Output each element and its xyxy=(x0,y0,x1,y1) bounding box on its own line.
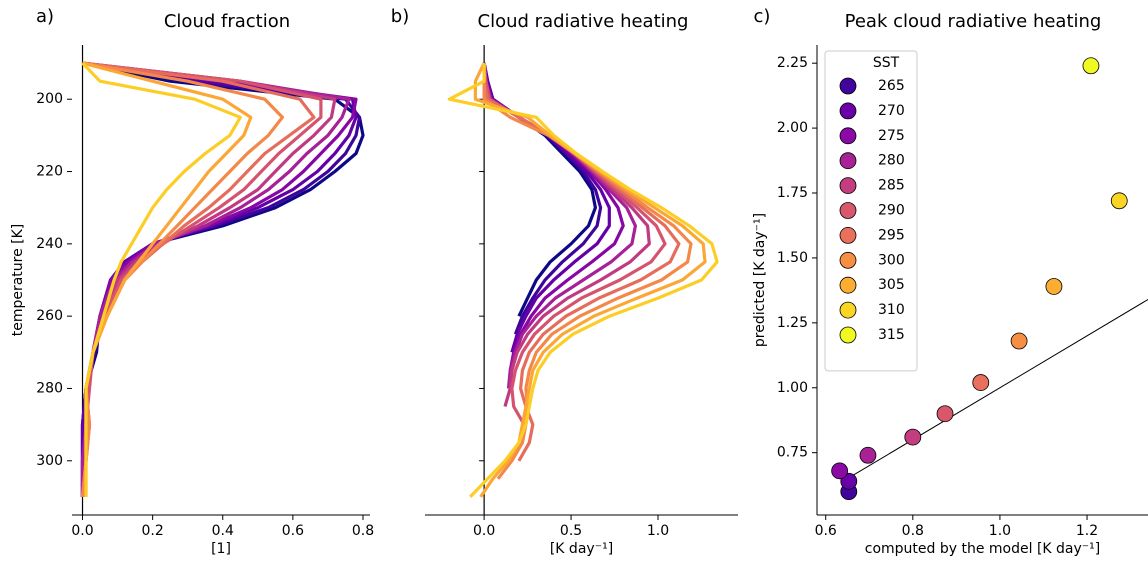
legend-marker xyxy=(839,226,857,244)
y-tick-label: 1.00 xyxy=(777,380,808,396)
y-tick-label: 2.25 xyxy=(777,55,808,71)
x-tick-label: 1.0 xyxy=(647,523,669,539)
y-tick-label: 1.25 xyxy=(777,315,808,331)
x-tick-label: 0.0 xyxy=(71,523,93,539)
legend-label: 290 xyxy=(878,203,905,219)
y-tick-label: 0.75 xyxy=(777,445,808,461)
y-tick-label: 240 xyxy=(36,236,63,252)
y-tick-label: 1.75 xyxy=(777,185,808,201)
legend-marker xyxy=(839,276,857,294)
legend-label: 315 xyxy=(878,327,905,343)
profile-line xyxy=(482,62,597,317)
legend-marker xyxy=(839,102,857,120)
profile-line xyxy=(482,63,693,480)
x-tick-label: 0.2 xyxy=(142,523,164,539)
chart-title: Cloud fraction xyxy=(164,11,290,32)
scatter-point xyxy=(936,405,954,423)
y-axis-label: predicted [K day⁻¹] xyxy=(752,213,768,347)
scatter-point xyxy=(859,446,877,464)
profile-line xyxy=(81,61,242,497)
profile-line xyxy=(447,63,719,499)
legend-marker xyxy=(839,127,857,145)
x-tick-label: 0.5 xyxy=(560,523,582,539)
legend-label: 305 xyxy=(878,277,905,293)
x-tick-label: 0.8 xyxy=(902,523,924,539)
x-axis-label: [K day⁻¹] xyxy=(550,541,613,557)
profile-line xyxy=(482,63,681,462)
scatter-point xyxy=(831,462,849,480)
x-tick-label: 0.6 xyxy=(282,523,304,539)
panel-label: b) xyxy=(391,6,409,27)
chart-title: Cloud radiative heating xyxy=(478,11,689,32)
legend-title: SST xyxy=(873,55,900,71)
legend-label: 295 xyxy=(878,227,905,243)
y-tick-label: 280 xyxy=(36,380,63,396)
scatter-point xyxy=(972,374,990,391)
y-tick-label: 300 xyxy=(36,453,63,469)
legend-marker xyxy=(839,152,857,170)
y-tick-label: 2.00 xyxy=(777,120,808,136)
reference-line xyxy=(847,299,1148,480)
scatter-point xyxy=(904,428,922,446)
legend-marker xyxy=(839,77,857,95)
x-tick-label: 0.6 xyxy=(815,523,837,539)
legend: SST 265 270 275 280 285 290 295 300 305 310 315 xyxy=(824,50,918,372)
y-tick-label: 1.50 xyxy=(777,250,808,266)
legend-marker xyxy=(839,301,857,319)
chart-title: Peak cloud radiative heating xyxy=(845,11,1102,32)
y-tick-label: 200 xyxy=(36,91,63,107)
panel-label: a) xyxy=(36,6,54,27)
x-tick-label: 0.8 xyxy=(352,523,374,539)
y-tick-label: 260 xyxy=(36,308,63,324)
profile-line xyxy=(82,61,253,497)
profile-line xyxy=(473,62,707,498)
scatter-point xyxy=(1110,192,1128,210)
x-tick-label: 0.0 xyxy=(473,523,495,539)
scatter-point xyxy=(1010,332,1028,350)
legend-marker xyxy=(839,177,857,195)
legend-marker xyxy=(839,202,857,219)
x-axis-label: [1] xyxy=(211,541,231,557)
scatter-point xyxy=(1045,278,1063,295)
legend-label: 280 xyxy=(878,153,905,169)
legend-label: 265 xyxy=(878,78,905,94)
legend-label: 300 xyxy=(878,252,905,268)
y-tick-label: 220 xyxy=(36,164,63,180)
scatter-point xyxy=(1082,57,1100,75)
x-tick-label: 1.0 xyxy=(989,523,1011,539)
x-tick-label: 1.2 xyxy=(1076,523,1098,539)
y-axis-label: temperature [K] xyxy=(10,224,26,337)
legend-label: 270 xyxy=(878,103,905,119)
profile-line xyxy=(80,61,323,498)
legend-marker xyxy=(839,251,857,269)
legend-marker xyxy=(839,326,857,344)
x-tick-label: 0.4 xyxy=(212,523,234,539)
legend-label: 285 xyxy=(878,178,905,194)
panel-label: c) xyxy=(754,6,771,27)
x-axis-label: computed by the model [K day⁻¹] xyxy=(865,541,1101,557)
legend-label: 310 xyxy=(878,302,905,318)
legend-label: 275 xyxy=(878,128,905,144)
